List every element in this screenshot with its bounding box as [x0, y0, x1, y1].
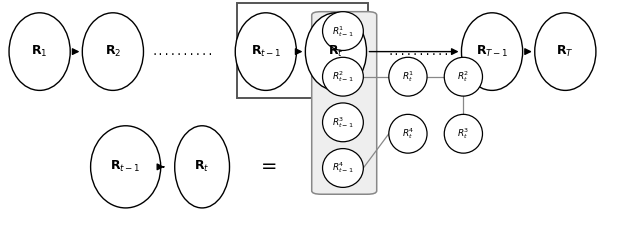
Ellipse shape: [175, 126, 230, 208]
Ellipse shape: [236, 13, 296, 90]
Ellipse shape: [91, 126, 161, 208]
Text: $\mathbf{R}_{2}$: $\mathbf{R}_{2}$: [105, 44, 121, 59]
FancyBboxPatch shape: [312, 12, 377, 194]
Text: $R^1_t$: $R^1_t$: [402, 69, 414, 84]
Text: ..........: ..........: [387, 47, 450, 57]
Text: =: =: [260, 157, 277, 176]
Text: $\mathbf{R}_{T-1}$: $\mathbf{R}_{T-1}$: [476, 44, 508, 59]
Ellipse shape: [323, 149, 364, 187]
Text: $\mathbf{R}_{t-1}$: $\mathbf{R}_{t-1}$: [110, 159, 141, 174]
Text: $R^4_{t-1}$: $R^4_{t-1}$: [332, 161, 354, 176]
Ellipse shape: [389, 57, 427, 96]
Ellipse shape: [9, 13, 70, 90]
Text: $\mathbf{R}_{t-1}$: $\mathbf{R}_{t-1}$: [250, 44, 281, 59]
Ellipse shape: [323, 57, 364, 96]
Text: $\mathbf{R}_{1}$: $\mathbf{R}_{1}$: [31, 44, 48, 59]
Text: $R^3_t$: $R^3_t$: [457, 126, 470, 141]
Ellipse shape: [461, 13, 523, 90]
Ellipse shape: [444, 114, 483, 153]
Text: $R^4_t$: $R^4_t$: [402, 126, 414, 141]
Text: $R^2_t$: $R^2_t$: [457, 69, 470, 84]
Text: $R^2_{t-1}$: $R^2_{t-1}$: [332, 69, 354, 84]
Ellipse shape: [389, 114, 427, 153]
Ellipse shape: [323, 103, 364, 142]
Ellipse shape: [444, 57, 483, 96]
Ellipse shape: [323, 12, 364, 50]
Ellipse shape: [83, 13, 143, 90]
Text: $\mathbf{R}_{T}$: $\mathbf{R}_{T}$: [557, 44, 574, 59]
Text: $\mathbf{R}_{t}$: $\mathbf{R}_{t}$: [195, 159, 210, 174]
Ellipse shape: [305, 13, 367, 90]
Text: $R^1_{t-1}$: $R^1_{t-1}$: [332, 24, 354, 39]
Text: $\mathbf{R}_{t}$: $\mathbf{R}_{t}$: [328, 44, 344, 59]
Ellipse shape: [535, 13, 596, 90]
Text: $R^3_{t-1}$: $R^3_{t-1}$: [332, 115, 354, 130]
Text: ..........: ..........: [152, 47, 214, 57]
